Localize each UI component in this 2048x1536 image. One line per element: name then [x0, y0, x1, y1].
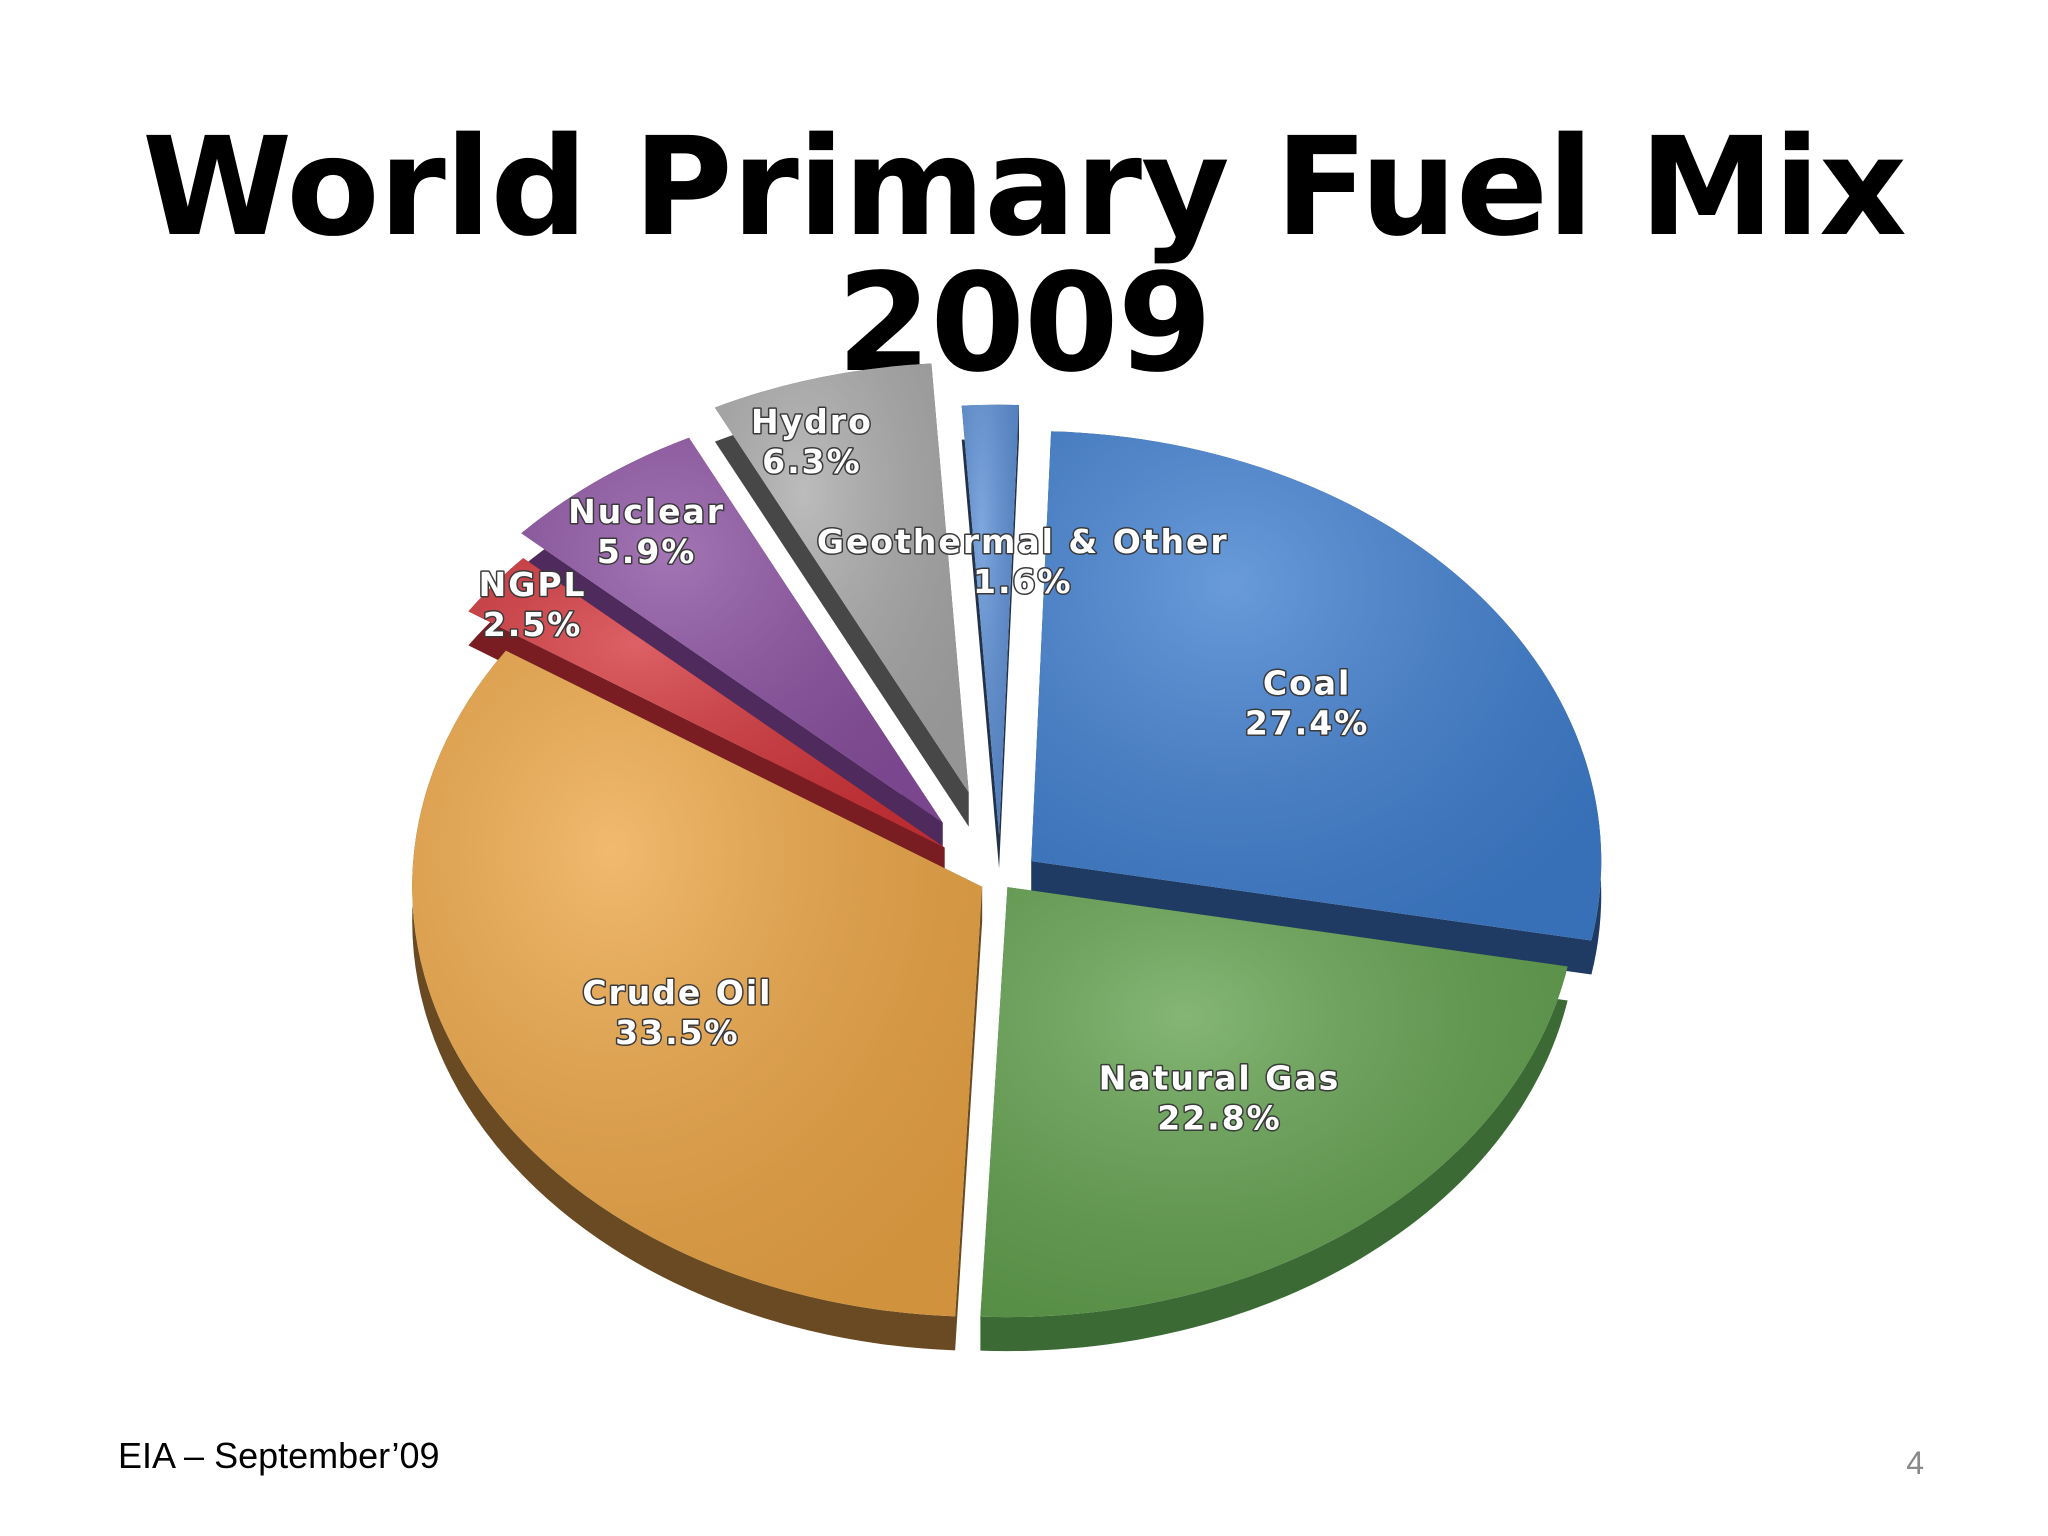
pie-slices: [412, 363, 1602, 1352]
page-number: 4: [1906, 1445, 1924, 1481]
slice-label-nuclear: Nuclear: [568, 492, 725, 531]
pie-slice-side-nuclear: [521, 437, 943, 857]
slice-label-geothermal-other: Geothermal & Other: [817, 522, 1229, 561]
pie-slice-side-ngpl: [468, 558, 945, 882]
slice-value-coal: 27.4%: [1245, 704, 1370, 743]
slide-title: World Primary Fuel Mix 2009: [142, 109, 1907, 403]
slice-value-natural-gas: 22.8%: [1157, 1099, 1282, 1138]
slice-value-crude-oil: 33.5%: [615, 1013, 740, 1052]
slice-value-nuclear: 5.9%: [597, 532, 697, 571]
pie-slice-shading-hydro: [714, 363, 969, 793]
pie-slice-shading-coal: [1031, 431, 1602, 941]
pie-slice-shading-ngpl: [468, 558, 945, 848]
slice-value-geothermal-other: 1.6%: [973, 562, 1073, 601]
slice-label-ngpl: NGPL: [479, 565, 587, 604]
slice-label-crude-oil: Crude Oil: [582, 973, 772, 1012]
pie-slice-side-hydro: [714, 363, 969, 827]
slice-label-coal: Coal: [1263, 664, 1351, 703]
pie-slice-shading-geothermal-other: [961, 404, 1019, 835]
slice-value-ngpl: 2.5%: [483, 605, 583, 644]
source-note: EIA – September’09: [118, 1435, 440, 1476]
pie-slice-shading-nuclear: [521, 437, 943, 823]
slice-label-natural-gas: Natural Gas: [1099, 1059, 1341, 1098]
slice-value-hydro: 6.3%: [762, 442, 862, 481]
pie-slice-shading-natural-gas: [980, 887, 1568, 1318]
slice-label-hydro: Hydro: [751, 402, 873, 441]
pie-slice-shading-crude-oil: [412, 650, 983, 1317]
